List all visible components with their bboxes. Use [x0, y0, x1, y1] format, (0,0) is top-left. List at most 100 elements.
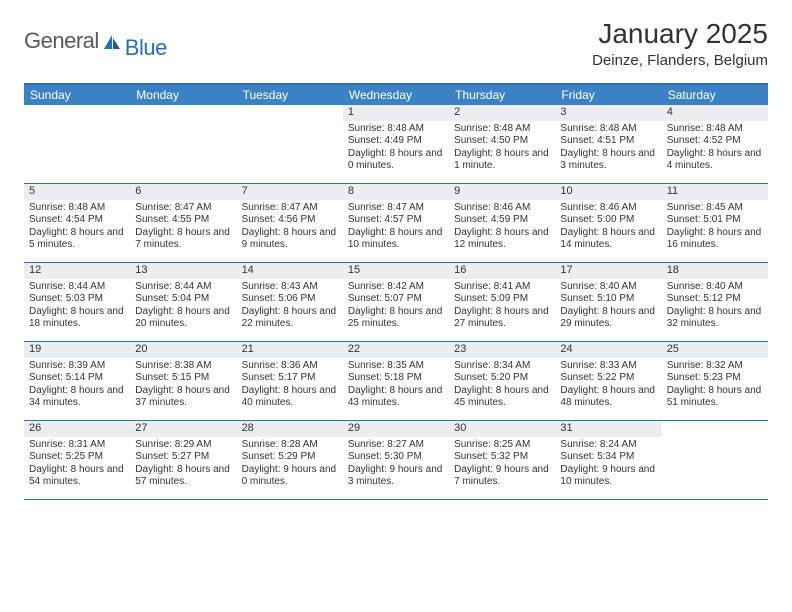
- sunrise-text: Sunrise: 8:47 AM: [348, 202, 444, 215]
- day-body: Sunrise: 8:38 AMSunset: 5:15 PMDaylight:…: [130, 358, 236, 414]
- day-cell: 15Sunrise: 8:42 AMSunset: 5:07 PMDayligh…: [343, 263, 449, 341]
- sunrise-text: Sunrise: 8:45 AM: [667, 202, 763, 215]
- location-text: Deinze, Flanders, Belgium: [592, 52, 768, 69]
- day-cell: 18Sunrise: 8:40 AMSunset: 5:12 PMDayligh…: [662, 263, 768, 341]
- sunset-text: Sunset: 5:27 PM: [135, 451, 231, 464]
- daylight-text: Daylight: 9 hours and 0 minutes.: [242, 464, 338, 489]
- day-number: 7: [237, 184, 343, 200]
- weekday-header: Friday: [555, 85, 661, 105]
- sunset-text: Sunset: 5:20 PM: [454, 372, 550, 385]
- day-number: 24: [555, 342, 661, 358]
- daylight-text: Daylight: 8 hours and 54 minutes.: [29, 464, 125, 489]
- day-number: 29: [343, 421, 449, 437]
- sunrise-text: Sunrise: 8:46 AM: [560, 202, 656, 215]
- day-body: Sunrise: 8:24 AMSunset: 5:34 PMDaylight:…: [555, 437, 661, 493]
- daylight-text: Daylight: 8 hours and 32 minutes.: [667, 306, 763, 331]
- day-cell: 4Sunrise: 8:48 AMSunset: 4:52 PMDaylight…: [662, 105, 768, 183]
- daylight-text: Daylight: 8 hours and 27 minutes.: [454, 306, 550, 331]
- day-cell: 7Sunrise: 8:47 AMSunset: 4:56 PMDaylight…: [237, 184, 343, 262]
- day-number: 30: [449, 421, 555, 437]
- day-number: 19: [24, 342, 130, 358]
- sunrise-text: Sunrise: 8:29 AM: [135, 439, 231, 452]
- day-number: 23: [449, 342, 555, 358]
- day-body: Sunrise: 8:40 AMSunset: 5:10 PMDaylight:…: [555, 279, 661, 335]
- logo-sail-icon: [102, 33, 122, 51]
- day-number: 28: [237, 421, 343, 437]
- sunrise-text: Sunrise: 8:28 AM: [242, 439, 338, 452]
- day-cell: 22Sunrise: 8:35 AMSunset: 5:18 PMDayligh…: [343, 342, 449, 420]
- week-row: 1Sunrise: 8:48 AMSunset: 4:49 PMDaylight…: [24, 105, 768, 184]
- sunset-text: Sunset: 5:03 PM: [29, 293, 125, 306]
- day-number: 31: [555, 421, 661, 437]
- day-body: Sunrise: 8:47 AMSunset: 4:57 PMDaylight:…: [343, 200, 449, 256]
- day-number: 20: [130, 342, 236, 358]
- day-body: Sunrise: 8:41 AMSunset: 5:09 PMDaylight:…: [449, 279, 555, 335]
- day-number: 4: [662, 105, 768, 121]
- day-cell: 17Sunrise: 8:40 AMSunset: 5:10 PMDayligh…: [555, 263, 661, 341]
- sunrise-text: Sunrise: 8:41 AM: [454, 281, 550, 294]
- day-cell: 26Sunrise: 8:31 AMSunset: 5:25 PMDayligh…: [24, 421, 130, 499]
- day-cell: 14Sunrise: 8:43 AMSunset: 5:06 PMDayligh…: [237, 263, 343, 341]
- sunrise-text: Sunrise: 8:31 AM: [29, 439, 125, 452]
- day-body: Sunrise: 8:46 AMSunset: 5:00 PMDaylight:…: [555, 200, 661, 256]
- sunset-text: Sunset: 5:18 PM: [348, 372, 444, 385]
- sunrise-text: Sunrise: 8:48 AM: [454, 123, 550, 136]
- day-body: Sunrise: 8:34 AMSunset: 5:20 PMDaylight:…: [449, 358, 555, 414]
- day-number: 27: [130, 421, 236, 437]
- day-number: 3: [555, 105, 661, 121]
- daylight-text: Daylight: 9 hours and 3 minutes.: [348, 464, 444, 489]
- day-number: 17: [555, 263, 661, 279]
- week-row: 5Sunrise: 8:48 AMSunset: 4:54 PMDaylight…: [24, 184, 768, 263]
- sunset-text: Sunset: 4:56 PM: [242, 214, 338, 227]
- day-cell: 6Sunrise: 8:47 AMSunset: 4:55 PMDaylight…: [130, 184, 236, 262]
- sunset-text: Sunset: 5:30 PM: [348, 451, 444, 464]
- sunrise-text: Sunrise: 8:35 AM: [348, 360, 444, 373]
- sunset-text: Sunset: 5:04 PM: [135, 293, 231, 306]
- brand-logo: General Blue: [24, 18, 167, 58]
- daylight-text: Daylight: 8 hours and 1 minute.: [454, 148, 550, 173]
- sunrise-text: Sunrise: 8:39 AM: [29, 360, 125, 373]
- daylight-text: Daylight: 8 hours and 18 minutes.: [29, 306, 125, 331]
- daylight-text: Daylight: 8 hours and 22 minutes.: [242, 306, 338, 331]
- day-cell: [24, 105, 130, 183]
- day-number: 21: [237, 342, 343, 358]
- daylight-text: Daylight: 8 hours and 5 minutes.: [29, 227, 125, 252]
- day-cell: 9Sunrise: 8:46 AMSunset: 4:59 PMDaylight…: [449, 184, 555, 262]
- sunset-text: Sunset: 5:06 PM: [242, 293, 338, 306]
- sunset-text: Sunset: 4:51 PM: [560, 135, 656, 148]
- daylight-text: Daylight: 8 hours and 51 minutes.: [667, 385, 763, 410]
- sunrise-text: Sunrise: 8:38 AM: [135, 360, 231, 373]
- day-body: Sunrise: 8:25 AMSunset: 5:32 PMDaylight:…: [449, 437, 555, 493]
- daylight-text: Daylight: 8 hours and 16 minutes.: [667, 227, 763, 252]
- day-number: 18: [662, 263, 768, 279]
- day-body: Sunrise: 8:35 AMSunset: 5:18 PMDaylight:…: [343, 358, 449, 414]
- day-cell: 11Sunrise: 8:45 AMSunset: 5:01 PMDayligh…: [662, 184, 768, 262]
- sunrise-text: Sunrise: 8:32 AM: [667, 360, 763, 373]
- day-cell: 12Sunrise: 8:44 AMSunset: 5:03 PMDayligh…: [24, 263, 130, 341]
- sunrise-text: Sunrise: 8:25 AM: [454, 439, 550, 452]
- sunset-text: Sunset: 5:10 PM: [560, 293, 656, 306]
- brand-part2: Blue: [125, 38, 167, 58]
- day-body: Sunrise: 8:36 AMSunset: 5:17 PMDaylight:…: [237, 358, 343, 414]
- day-body: Sunrise: 8:48 AMSunset: 4:54 PMDaylight:…: [24, 200, 130, 256]
- daylight-text: Daylight: 8 hours and 4 minutes.: [667, 148, 763, 173]
- sunset-text: Sunset: 5:07 PM: [348, 293, 444, 306]
- day-body: Sunrise: 8:45 AMSunset: 5:01 PMDaylight:…: [662, 200, 768, 256]
- daylight-text: Daylight: 8 hours and 45 minutes.: [454, 385, 550, 410]
- day-cell: [662, 421, 768, 499]
- daylight-text: Daylight: 8 hours and 9 minutes.: [242, 227, 338, 252]
- day-body: Sunrise: 8:29 AMSunset: 5:27 PMDaylight:…: [130, 437, 236, 493]
- sunset-text: Sunset: 5:15 PM: [135, 372, 231, 385]
- sunset-text: Sunset: 4:54 PM: [29, 214, 125, 227]
- sunset-text: Sunset: 5:17 PM: [242, 372, 338, 385]
- calendar-page: General Blue January 2025 Deinze, Flande…: [0, 0, 792, 500]
- day-body: Sunrise: 8:46 AMSunset: 4:59 PMDaylight:…: [449, 200, 555, 256]
- day-cell: 31Sunrise: 8:24 AMSunset: 5:34 PMDayligh…: [555, 421, 661, 499]
- sunrise-text: Sunrise: 8:48 AM: [560, 123, 656, 136]
- sunset-text: Sunset: 5:14 PM: [29, 372, 125, 385]
- weekday-header: Wednesday: [343, 85, 449, 105]
- day-body: Sunrise: 8:47 AMSunset: 4:56 PMDaylight:…: [237, 200, 343, 256]
- day-body: Sunrise: 8:32 AMSunset: 5:23 PMDaylight:…: [662, 358, 768, 414]
- day-number: 25: [662, 342, 768, 358]
- sunrise-text: Sunrise: 8:48 AM: [667, 123, 763, 136]
